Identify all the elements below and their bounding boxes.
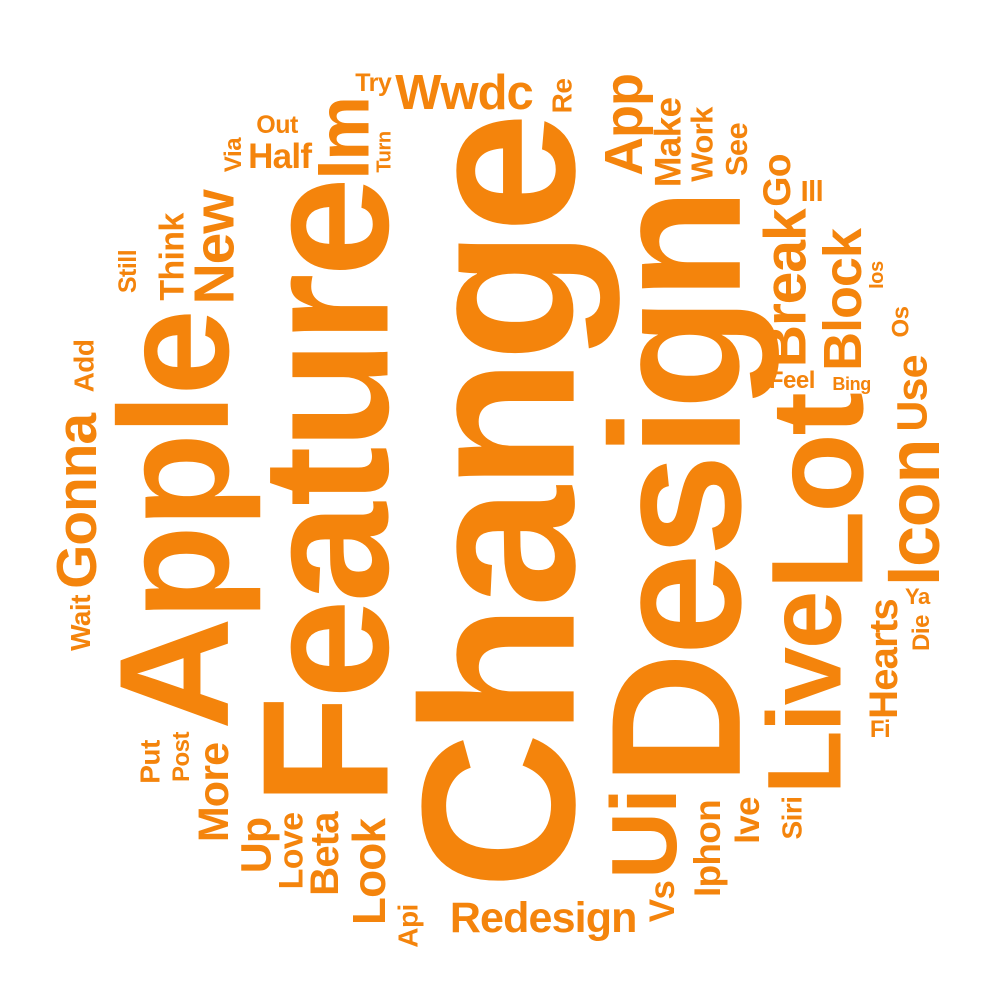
cloud-word: Bing (832, 373, 871, 394)
cloud-word: Think (153, 213, 192, 301)
cloud-word: Put (135, 740, 167, 785)
cloud-word: Post (167, 731, 195, 782)
cloud-word: Siri (776, 796, 808, 840)
cloud-word: Beta (302, 812, 347, 896)
cloud-word: Look (342, 818, 395, 925)
cloud-word: Live (746, 592, 864, 795)
cloud-word: Add (68, 339, 100, 393)
cloud-word: Fi (869, 716, 891, 744)
cloud-word: Iphon (686, 799, 728, 897)
cloud-word: Wwdc (395, 65, 534, 120)
cloud-word: Go (756, 153, 800, 207)
cloud-word: Block (813, 229, 874, 371)
cloud-word: Ill (800, 176, 824, 209)
cloud-word: Vs (643, 881, 683, 923)
cloud-word: Use (888, 355, 937, 432)
cloud-word: Im (303, 96, 385, 180)
cloud-word: Feature (225, 180, 427, 806)
cloud-word: Lot (743, 394, 891, 591)
cloud-word: Gonna (44, 414, 109, 590)
cloud-word: Still (114, 249, 143, 293)
cloud-word: New (182, 190, 247, 305)
cloud-word: Half (248, 137, 312, 177)
cloud-word: Api (392, 904, 424, 948)
cloud-word: Re (546, 79, 578, 114)
cloud-word: Ios (865, 261, 888, 290)
cloud-word: Icon (871, 440, 955, 587)
cloud-word: Make (647, 97, 689, 188)
cloud-word: Ui (592, 789, 697, 880)
cloud-word: Out (256, 111, 298, 140)
cloud-word: Hearts (862, 598, 907, 719)
cloud-word: Via (219, 137, 247, 173)
cloud-word: Redesign (449, 894, 638, 943)
cloud-word: Work (684, 106, 720, 182)
cloud-word: Up (232, 818, 281, 874)
cloud-word: See (719, 122, 755, 176)
cloud-word: Ive (727, 797, 767, 844)
cloud-word: Turn (373, 131, 396, 173)
cloud-word: App (593, 74, 654, 176)
cloud-word: Break (752, 209, 819, 368)
cloud-word: Try (355, 68, 392, 97)
cloud-word: Os (887, 306, 915, 338)
cloud-word: Die (908, 615, 936, 652)
cloud-word: Feel (768, 367, 816, 395)
cloud-word: Wait (65, 595, 97, 652)
cloud-word: More (190, 742, 239, 843)
cloud-word: Ya (905, 584, 930, 610)
cloud-word: Apple (87, 311, 262, 730)
